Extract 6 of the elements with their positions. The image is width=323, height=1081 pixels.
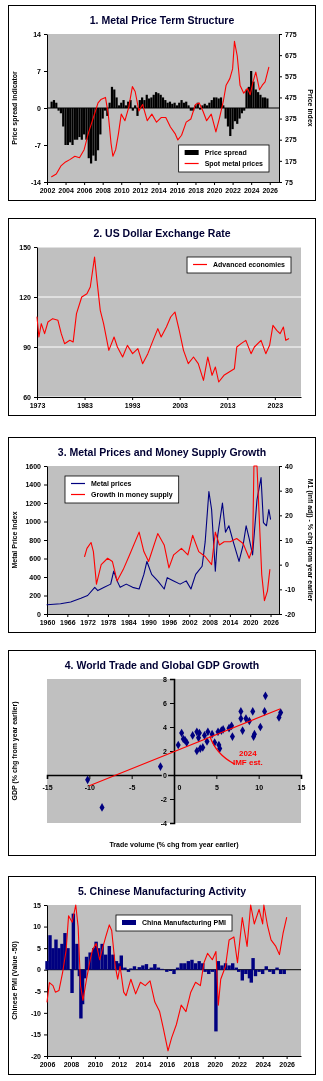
chart-title: 1. Metal Price Term Structure xyxy=(89,14,235,26)
chart-title: 3. Metal Prices and Money Supply Growth xyxy=(57,446,267,458)
annotation: 2024 IMF est. xyxy=(232,749,263,768)
chart-title: 4. World Trade and Global GDP Growth xyxy=(64,659,260,671)
chart-title: 2. US Dollar Exchange Rate xyxy=(93,227,231,239)
chart-title: 5. Chinese Manufacturing Activity xyxy=(77,885,247,897)
